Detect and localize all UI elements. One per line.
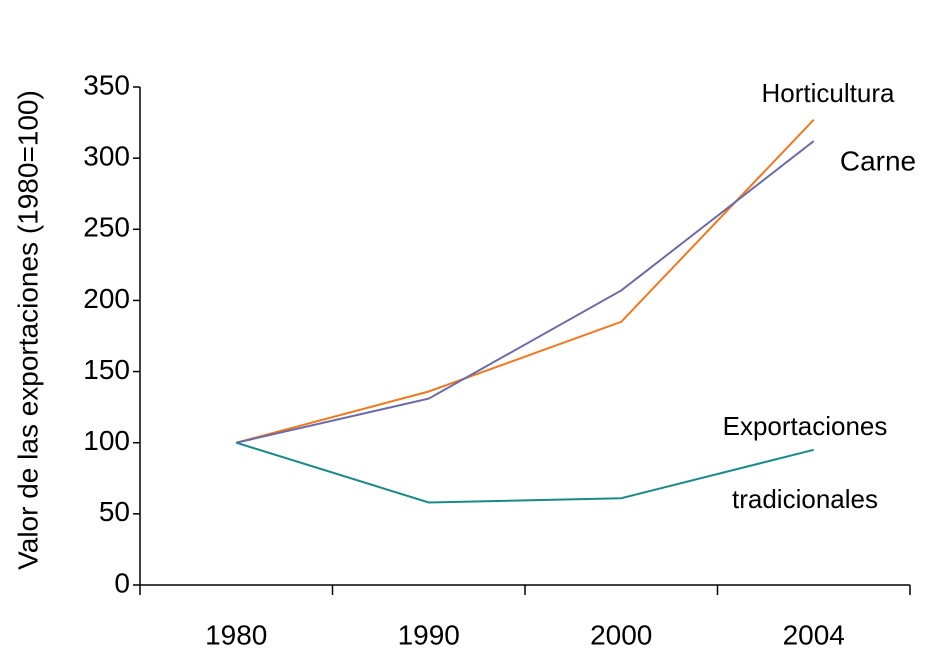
x-tick-label: 2000 (590, 619, 652, 650)
y-tick-label: 250 (83, 212, 130, 243)
x-tick-label: 1980 (205, 619, 267, 650)
x-tick-label: 2004 (783, 619, 845, 650)
y-tick-label: 200 (83, 283, 130, 314)
series-line (235, 119, 815, 444)
x-tick-label: 1990 (398, 619, 460, 650)
series-line (235, 441, 814, 504)
y-tick-label: 0 (114, 567, 130, 598)
series-label: Carne (840, 145, 916, 176)
series-label: Horticultura (762, 78, 895, 108)
y-axis-title: Valor de las exportaciones (1980=100) (12, 90, 43, 570)
y-tick-label: 300 (83, 141, 130, 172)
y-tick-label: 100 (83, 425, 130, 456)
series-line (236, 140, 815, 444)
y-tick-label: 150 (83, 354, 130, 385)
y-tick-label: 350 (83, 69, 130, 100)
series-label: Exportaciones tradicionales (722, 411, 888, 514)
y-tick-label: 50 (99, 496, 130, 527)
series-label-box: Exportaciones tradicionales (722, 411, 888, 514)
